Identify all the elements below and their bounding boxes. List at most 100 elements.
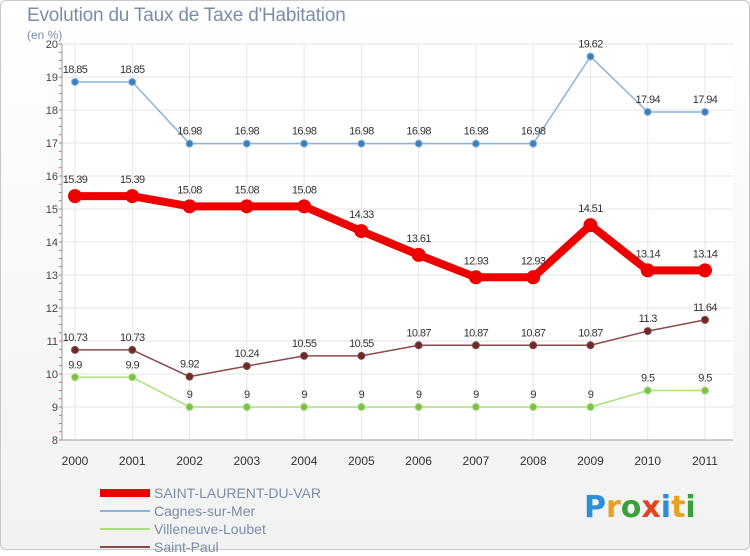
- x-tick-label: 2005: [348, 454, 375, 468]
- data-point-saint-paul: [357, 351, 366, 360]
- data-point-cagnes-sur-mer: [300, 139, 309, 148]
- data-point-cagnes-sur-mer: [242, 139, 251, 148]
- chart-subtitle: (en %): [27, 28, 63, 42]
- logo-letter: i: [685, 490, 696, 525]
- legend-item-saint-paul: Saint-Paul: [100, 538, 321, 556]
- data-label-villeneuve-loubet: 9.5: [698, 373, 712, 385]
- chart-legend: SAINT-LAURENT-DU-VAR Cagnes-sur-Mer Villen…: [100, 484, 321, 556]
- legend-label: Cagnes-sur-Mer: [154, 503, 256, 519]
- data-point-saint-paul: [128, 345, 137, 354]
- legend-item-saint-laurent-du-var: SAINT-LAURENT-DU-VAR: [100, 484, 321, 502]
- data-point-saint-paul: [471, 341, 480, 350]
- series-line-villeneuve-loubet: [75, 376, 705, 408]
- x-tick-label: 2004: [291, 454, 318, 468]
- data-label-saint-paul: 10.87: [521, 327, 546, 339]
- data-label-villeneuve-loubet: 9: [416, 389, 422, 401]
- data-label-saint-laurent-du-var: 13.14: [693, 248, 718, 260]
- y-tick-label: 16: [46, 171, 58, 183]
- logo-letter: P: [584, 490, 606, 525]
- x-tick-label: 2010: [634, 454, 661, 468]
- x-tick-label: 2011: [692, 454, 718, 468]
- data-point-villeneuve-loubet: [529, 403, 538, 411]
- y-tick-label: 17: [46, 138, 58, 150]
- proxiti-logo: Proxiti: [584, 490, 696, 525]
- data-point-villeneuve-loubet: [357, 403, 366, 411]
- data-point-cagnes-sur-mer: [701, 107, 709, 116]
- data-point-saint-laurent-du-var: [125, 189, 140, 204]
- data-label-villeneuve-loubet: 9: [244, 389, 250, 401]
- data-point-villeneuve-loubet: [586, 403, 595, 411]
- data-label-saint-paul: 11.3: [639, 313, 658, 325]
- data-label-cagnes-sur-mer: 16.98: [406, 126, 431, 138]
- legend-swatch: [100, 489, 150, 497]
- y-tick-label: 12: [46, 303, 58, 315]
- data-point-saint-paul: [300, 351, 309, 360]
- data-point-saint-laurent-du-var: [698, 263, 712, 278]
- data-point-cagnes-sur-mer: [586, 52, 595, 61]
- data-point-saint-paul: [242, 362, 251, 371]
- data-point-villeneuve-loubet: [701, 386, 709, 395]
- data-label-cagnes-sur-mer: 16.98: [464, 126, 489, 138]
- y-tick-label: 9: [52, 402, 58, 414]
- data-point-villeneuve-loubet: [471, 403, 480, 411]
- data-point-saint-laurent-du-var: [239, 199, 254, 214]
- series-line-saint-laurent-du-var: [75, 192, 705, 282]
- y-tick-label: 19: [46, 72, 58, 84]
- data-point-saint-laurent-du-var: [297, 199, 312, 214]
- data-point-saint-laurent-du-var: [182, 199, 197, 214]
- x-tick-label: 2001: [119, 454, 146, 468]
- data-point-cagnes-sur-mer: [185, 139, 194, 148]
- logo-letter: r: [606, 490, 621, 525]
- data-label-villeneuve-loubet: 9: [187, 389, 193, 401]
- series-line-cagnes-sur-mer: [75, 55, 705, 145]
- logo-letter: x: [641, 490, 661, 525]
- x-tick-label: 2000: [62, 454, 89, 468]
- legend-swatch: [100, 528, 150, 530]
- x-tick-label: 2008: [520, 454, 547, 468]
- data-point-saint-paul: [414, 341, 423, 350]
- x-tick-label: 2007: [463, 454, 490, 468]
- y-tick-label: 15: [46, 204, 58, 216]
- data-label-cagnes-sur-mer: 19.62: [578, 39, 603, 51]
- data-point-villeneuve-loubet: [643, 386, 652, 395]
- logo-letter: t: [671, 490, 686, 525]
- data-label-saint-laurent-du-var: 13.61: [406, 233, 431, 245]
- data-label-cagnes-sur-mer: 16.98: [349, 126, 374, 138]
- data-point-cagnes-sur-mer: [414, 139, 423, 148]
- data-label-villeneuve-loubet: 9.5: [641, 373, 655, 385]
- series-line-saint-paul: [75, 319, 706, 378]
- data-point-saint-laurent-du-var: [583, 218, 598, 233]
- data-point-saint-paul: [586, 341, 595, 350]
- data-label-saint-paul: 10.87: [578, 327, 603, 339]
- logo-letter: i: [660, 490, 672, 525]
- data-label-saint-laurent-du-var: 12.93: [464, 255, 489, 267]
- legend-label: SAINT-LAURENT-DU-VAR: [154, 485, 321, 501]
- data-point-saint-laurent-du-var: [640, 263, 655, 278]
- data-point-saint-laurent-du-var: [354, 224, 369, 239]
- data-label-saint-laurent-du-var: 15.08: [292, 184, 317, 196]
- data-point-saint-laurent-du-var: [68, 189, 82, 204]
- data-point-cagnes-sur-mer: [128, 77, 137, 86]
- legend-swatch: [100, 510, 150, 512]
- data-label-cagnes-sur-mer: 16.98: [521, 126, 546, 138]
- data-label-saint-paul: 10.87: [464, 327, 489, 339]
- data-label-villeneuve-loubet: 9.9: [68, 359, 82, 371]
- data-label-saint-paul: 10.24: [235, 348, 260, 360]
- y-tick-label: 20: [46, 39, 58, 51]
- data-point-saint-paul: [701, 315, 709, 324]
- data-point-saint-paul: [643, 327, 652, 336]
- data-label-saint-paul: 10.55: [292, 338, 317, 350]
- logo-letter: o: [620, 490, 642, 525]
- data-label-cagnes-sur-mer: 17.94: [635, 94, 660, 106]
- data-point-cagnes-sur-mer: [529, 139, 538, 148]
- chart-title: Evolution du Taux de Taxe d'Habitation: [27, 5, 346, 26]
- data-label-villeneuve-loubet: 9: [473, 389, 479, 401]
- x-tick-label: 2003: [233, 454, 260, 468]
- legend-swatch: [100, 546, 150, 548]
- data-point-cagnes-sur-mer: [471, 139, 480, 148]
- data-label-saint-paul: 10.87: [406, 327, 431, 339]
- data-point-cagnes-sur-mer: [357, 139, 366, 148]
- data-label-cagnes-sur-mer: 18.85: [120, 64, 145, 76]
- data-point-villeneuve-loubet: [242, 403, 251, 411]
- data-label-villeneuve-loubet: 9: [301, 389, 307, 401]
